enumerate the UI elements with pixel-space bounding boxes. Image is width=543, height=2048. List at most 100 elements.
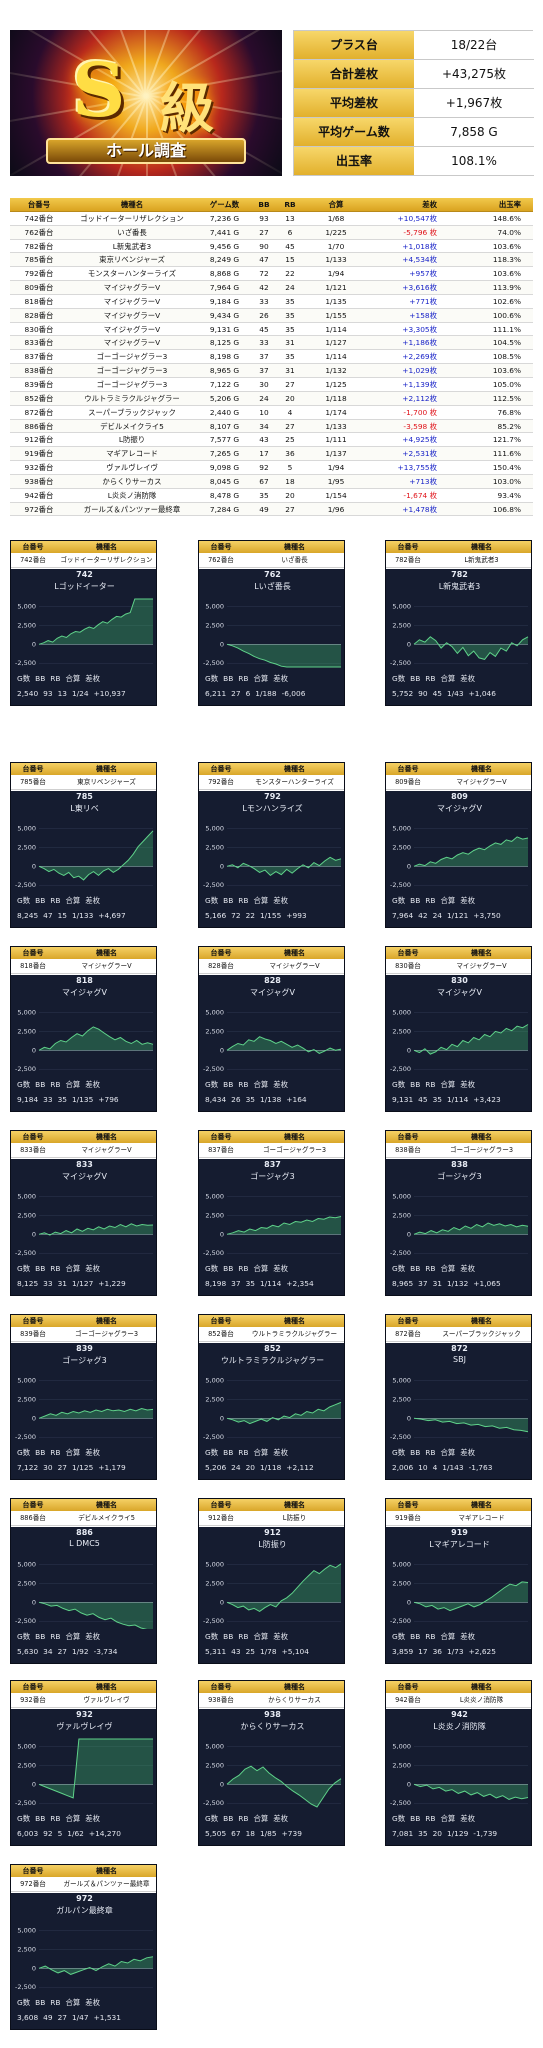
machine-card: 台番号 機種名 830番台 マイジャグラーV 830 マイジャグV 5,000 2,500 0-… bbox=[385, 946, 532, 1112]
table-cell-bb: 43 bbox=[259, 435, 269, 445]
table-cell-games: 8,198 G bbox=[209, 352, 240, 362]
machine-card: 台番号 機種名 837番台 ゴーゴージャグラー3 837 ゴージャグ3 5,000 2,500… bbox=[198, 1130, 345, 1296]
table-cell-gs: 1/95 bbox=[327, 476, 345, 486]
table-cell-gs: 1/125 bbox=[325, 379, 347, 389]
card-label-number: 台番号 bbox=[199, 947, 243, 959]
card-stat-label: G数 bbox=[205, 674, 219, 683]
graph-tick-label: -2,500 bbox=[203, 1799, 224, 1807]
table-cell-rate: 111.6% bbox=[492, 449, 521, 459]
card-graph: 5,000 2,500 0 -2,500 bbox=[203, 1009, 342, 1073]
table-cell-rate: 112.5% bbox=[492, 393, 521, 403]
graph-tick-label: 2,500 bbox=[205, 843, 224, 851]
card-stat-label: 合算 bbox=[65, 1080, 81, 1089]
card-header: 台番号 機種名 833番台 マイジャグラーV bbox=[11, 1131, 156, 1159]
table-cell-diff: +4,925枚 bbox=[402, 435, 437, 445]
card-stat-gs: 1/118 bbox=[259, 1463, 282, 1472]
card-header: 台番号 機種名 839番台 ゴーゴージャグラー3 bbox=[11, 1315, 156, 1343]
table-header-cell: 台番号 bbox=[27, 200, 51, 209]
table-cell-no: 872番台 bbox=[24, 407, 54, 417]
card-header: 台番号 機種名 872番台 スーパーブラックジャック bbox=[386, 1315, 531, 1343]
card-machine-number: 919番台 bbox=[386, 1511, 430, 1526]
table-cell-diff: -5,796 枚 bbox=[403, 227, 437, 237]
card-graph-number: 838 bbox=[451, 1160, 468, 1169]
table-cell-bb: 34 bbox=[259, 421, 269, 431]
graph-tick-label: 2,500 bbox=[205, 1579, 224, 1587]
card-stat-bb: 43 bbox=[231, 1647, 241, 1656]
table-cell-no: 839番台 bbox=[24, 379, 54, 389]
table-row: 837番台 ゴーゴージャグラー3 8,198 G 37 35 1/114 +2,269枚 10… bbox=[10, 350, 533, 365]
card-stat-rb: 18 bbox=[245, 1829, 255, 1838]
card-stat-label: G数 bbox=[392, 896, 406, 905]
table-cell-rate: 76.8% bbox=[497, 407, 521, 417]
graph-tick-label: 0 bbox=[220, 862, 224, 870]
card-label-name: 機種名 bbox=[55, 1865, 156, 1877]
card-label-name: 機種名 bbox=[55, 1499, 156, 1511]
table-header-cell: 機種名 bbox=[120, 200, 144, 209]
table-cell-no: 938番台 bbox=[24, 476, 54, 486]
card-label-number: 台番号 bbox=[386, 1681, 430, 1693]
card-stat-gs: 1/135 bbox=[71, 1095, 94, 1104]
card-stat-label: 差枚 bbox=[273, 1080, 289, 1089]
table-cell-bb: 47 bbox=[259, 255, 269, 265]
graph-tick-label: 5,000 bbox=[392, 1743, 411, 1751]
card-graph-number: 828 bbox=[264, 976, 281, 985]
card-graph: 5,000 2,500 0 -2,500 bbox=[390, 1377, 529, 1441]
graph-tick-label: -2,500 bbox=[390, 881, 411, 889]
graph-area bbox=[39, 1408, 153, 1419]
table-cell-rb: 5 bbox=[287, 463, 293, 473]
graph-tick-label: -2,500 bbox=[203, 1617, 224, 1625]
card-stat-label: 差枚 bbox=[85, 896, 101, 905]
card-stat-label: 合算 bbox=[253, 1632, 269, 1641]
summary-row: 平均差枚 +1,967枚 bbox=[294, 89, 534, 118]
table-cell-diff: +1,478枚 bbox=[402, 504, 437, 514]
table-cell-bb: 37 bbox=[259, 366, 269, 376]
graph-line bbox=[226, 1216, 342, 1235]
card-machine-name: ガールズ＆パンツァー最終章 bbox=[55, 1877, 156, 1892]
table-cell-bb: 92 bbox=[259, 463, 269, 473]
table-cell-rb: 31 bbox=[285, 366, 295, 376]
card-stat-gs: 1/73 bbox=[446, 1647, 464, 1656]
card-stat-label: 差枚 bbox=[85, 1998, 101, 2007]
card-machine-number: 912番台 bbox=[199, 1511, 243, 1526]
table-cell-rb: 4 bbox=[287, 407, 293, 417]
table-cell-rb: 36 bbox=[285, 449, 295, 459]
card-graph-nickname: マイジャグV bbox=[249, 988, 296, 997]
card-stat-label: RB bbox=[50, 674, 61, 683]
table-cell-diff: +771枚 bbox=[409, 296, 437, 306]
card-stat-label: 差枚 bbox=[273, 1264, 289, 1273]
table-cell-rb: 22 bbox=[285, 269, 295, 279]
table-cell-no: 838番台 bbox=[24, 366, 54, 376]
table-cell-diff: -1,700 枚 bbox=[403, 407, 437, 417]
card-header: 台番号 機種名 742番台 ゴッドイーターリザレクション bbox=[11, 541, 156, 569]
card-stat-label: BB bbox=[410, 1814, 421, 1823]
card-stats-values: 2,540 93 13 1/24 +10,937 bbox=[17, 689, 156, 698]
card-stat-rb: 20 bbox=[245, 1463, 255, 1472]
graph-tick-label: 5,000 bbox=[17, 1009, 36, 1017]
graph-tick-label: -2,500 bbox=[15, 1433, 36, 1441]
table-cell-bb: 33 bbox=[259, 338, 269, 348]
card-stats-header: G数 BB RB 合算 差枚 bbox=[392, 1813, 531, 1824]
graph-tick-label: 5,000 bbox=[205, 1377, 224, 1385]
card-stat-label: 合算 bbox=[440, 1448, 456, 1457]
card-stat-gs: 1/78 bbox=[259, 1647, 277, 1656]
card-stat-label: 合算 bbox=[440, 1080, 456, 1089]
rank-kanji: 級 bbox=[160, 76, 214, 140]
card-stat-gs: 1/114 bbox=[446, 1095, 469, 1104]
card-graph-number: 830 bbox=[451, 976, 468, 985]
table-cell-games: 7,441 G bbox=[209, 227, 240, 237]
card-stat-gs: 1/43 bbox=[446, 689, 464, 698]
table-row: 852番台 ウルトラミラクルジャグラー 5,206 G 24 20 1/118 +2,112… bbox=[10, 391, 533, 406]
card-stats-values: 5,630 34 27 1/92 -3,734 bbox=[17, 1647, 156, 1656]
card-stat-diff: +1,179 bbox=[98, 1463, 126, 1472]
table-cell-bb: 35 bbox=[259, 490, 269, 500]
card-stat-label: 差枚 bbox=[85, 1632, 101, 1641]
card-stat-label: 差枚 bbox=[85, 1448, 101, 1457]
card-stat-label: 合算 bbox=[65, 1264, 81, 1273]
card-stat-label: RB bbox=[50, 1264, 61, 1273]
table-cell-bb: 17 bbox=[259, 449, 269, 459]
card-stat-diff: +14,270 bbox=[88, 1829, 121, 1838]
card-stats-values: 9,131 45 35 1/114 +3,423 bbox=[392, 1095, 531, 1104]
card-machine-name: L防振り bbox=[243, 1511, 344, 1526]
summary-label: 出玉率 bbox=[294, 147, 414, 175]
table-row: 886番台 デビルメイクライ5 8,107 G 34 27 1/133 -3,598 枚 85… bbox=[10, 419, 533, 434]
